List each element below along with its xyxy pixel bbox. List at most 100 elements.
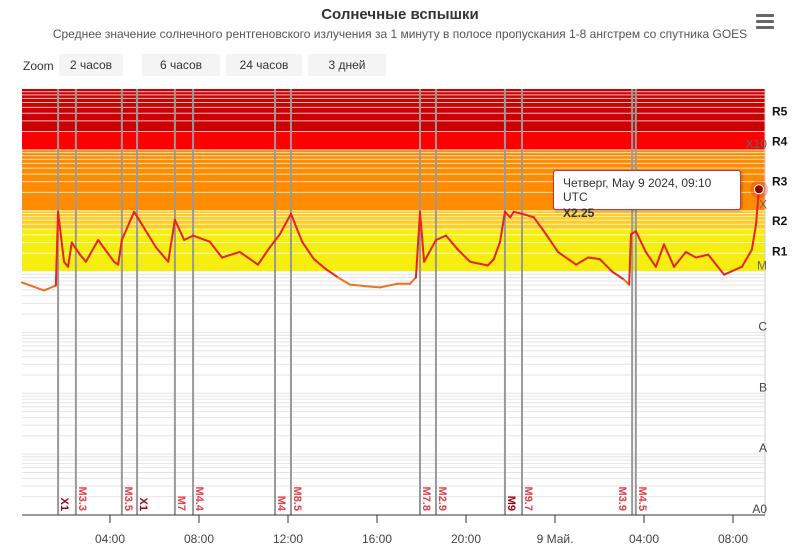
flux-segment xyxy=(278,212,292,236)
flux-segment xyxy=(486,258,495,267)
flux-segment xyxy=(117,239,123,266)
band-label-r1: R1 xyxy=(772,244,788,258)
flux-segment xyxy=(42,284,57,292)
x-tick-label: 04:00 xyxy=(629,532,659,546)
x-tick-label: 08:00 xyxy=(184,532,214,546)
flux-segment xyxy=(324,268,340,279)
flux-segment xyxy=(367,285,381,289)
flux-segment xyxy=(492,240,502,261)
flux-segment xyxy=(256,246,271,266)
tooltip-value: X2.25 xyxy=(563,206,595,220)
flare-label: M3.9 xyxy=(616,487,628,511)
flux-segment xyxy=(167,218,176,263)
flux-segment xyxy=(684,250,697,259)
flux-segment xyxy=(57,210,66,263)
flux-segment xyxy=(512,210,523,215)
flux-segment xyxy=(740,248,753,268)
hover-point xyxy=(753,184,764,195)
flux-segment xyxy=(154,246,170,263)
flare-label: M8.5 xyxy=(291,487,303,511)
flux-segment xyxy=(133,210,146,229)
flare-label: M4.5 xyxy=(636,487,648,511)
band-r1 xyxy=(22,229,765,272)
flux-segment xyxy=(520,212,535,219)
y-tick-label: A xyxy=(759,441,767,455)
chart-title: Солнечные вспышки xyxy=(321,6,479,23)
flux-segment xyxy=(84,239,100,263)
band-label-r5: R5 xyxy=(772,104,788,118)
flux-segment xyxy=(628,233,633,286)
zoom-24h-button[interactable]: 24 часов xyxy=(226,54,302,76)
flux-segment xyxy=(556,250,578,266)
flux-segment xyxy=(694,253,710,259)
x-tick-label: 08:00 xyxy=(718,532,748,546)
flux-segment xyxy=(503,210,512,219)
y-tick-label: B xyxy=(759,380,767,394)
flux-segment xyxy=(378,282,399,289)
flux-segment xyxy=(750,223,757,251)
flux-segment xyxy=(663,243,676,268)
flux-segment xyxy=(499,210,506,243)
flux-segment xyxy=(67,241,73,268)
flux-segment xyxy=(419,210,426,263)
flux-segment xyxy=(469,260,489,267)
flare-label: M9.7 xyxy=(522,487,534,511)
grid-lines xyxy=(22,89,766,516)
tooltip: Четверг, May 9 2024, 09:10 UTC X2.25 xyxy=(553,170,741,220)
y-tick-label: X10 xyxy=(746,137,768,151)
flare-label: M4 xyxy=(275,496,287,512)
y-tick-label: A0 xyxy=(752,502,767,516)
flare-label: X1 xyxy=(137,498,149,511)
band-r5 xyxy=(22,89,765,132)
flux-segment xyxy=(173,218,186,242)
flux-segment xyxy=(143,226,157,249)
zoom-6h-button[interactable]: 6 часов xyxy=(142,54,220,76)
flux-segment xyxy=(54,210,60,287)
flux-line xyxy=(21,180,768,292)
flux-segment xyxy=(192,234,211,243)
flux-segment xyxy=(611,270,625,281)
flux-segment xyxy=(414,210,422,279)
band-label-r2: R2 xyxy=(772,214,788,228)
y-tick-label: X xyxy=(759,198,767,212)
y-tick-label: C xyxy=(758,319,767,333)
zoom-2h-button[interactable]: 2 часов xyxy=(59,54,123,76)
flux-segment xyxy=(707,253,726,276)
band-label-r3: R3 xyxy=(772,174,788,188)
chart-subtitle: Среднее значение солнечного рентгеновско… xyxy=(52,27,748,41)
flux-segment xyxy=(423,239,437,263)
zoom-3d-button[interactable]: 3 дней xyxy=(308,54,386,76)
flux-segment xyxy=(220,250,241,259)
flux-segment xyxy=(348,283,370,288)
axes: X10 X M C B A A0 04:00 08:00 12:00 16:00 20:00 9 Май… xyxy=(22,137,767,546)
flare-label: M2.9 xyxy=(436,487,448,511)
flare-label: X1 xyxy=(58,498,70,511)
flux-segment xyxy=(587,256,601,261)
flux-segment xyxy=(644,250,657,268)
x-tick-label: 20:00 xyxy=(451,532,481,546)
y-tick-label: M xyxy=(757,259,767,273)
band-label-r4: R4 xyxy=(772,135,788,149)
flare-label: M9 xyxy=(505,496,517,511)
flux-segment xyxy=(208,240,223,259)
flux-segment xyxy=(434,234,447,242)
x-tick-label: 04:00 xyxy=(95,532,125,546)
flare-label: M7.8 xyxy=(420,487,432,511)
hamburger-icon[interactable] xyxy=(756,14,774,30)
flare-label: M7 xyxy=(175,496,187,511)
flux-segment xyxy=(673,250,687,268)
flux-segment xyxy=(532,216,548,236)
x-tick-label: 16:00 xyxy=(362,532,392,546)
flux-segment xyxy=(120,210,136,242)
flux-segment xyxy=(78,253,87,263)
flux-segment xyxy=(337,276,351,286)
zoom-label: Zoom xyxy=(23,59,54,73)
flare-markers: X1 M3.3 M3.5 X1 M7 M4.4 M4 M8.5 M7.8 M2.9 M9 M9.7 M3… xyxy=(57,89,648,515)
flux-segment xyxy=(545,233,559,253)
x-tick-label: 12:00 xyxy=(273,532,303,546)
x-tick-label: 9 Май. xyxy=(537,532,574,546)
flux-segment xyxy=(598,258,614,273)
flux-segment xyxy=(409,276,417,285)
band-r4 xyxy=(22,131,765,150)
